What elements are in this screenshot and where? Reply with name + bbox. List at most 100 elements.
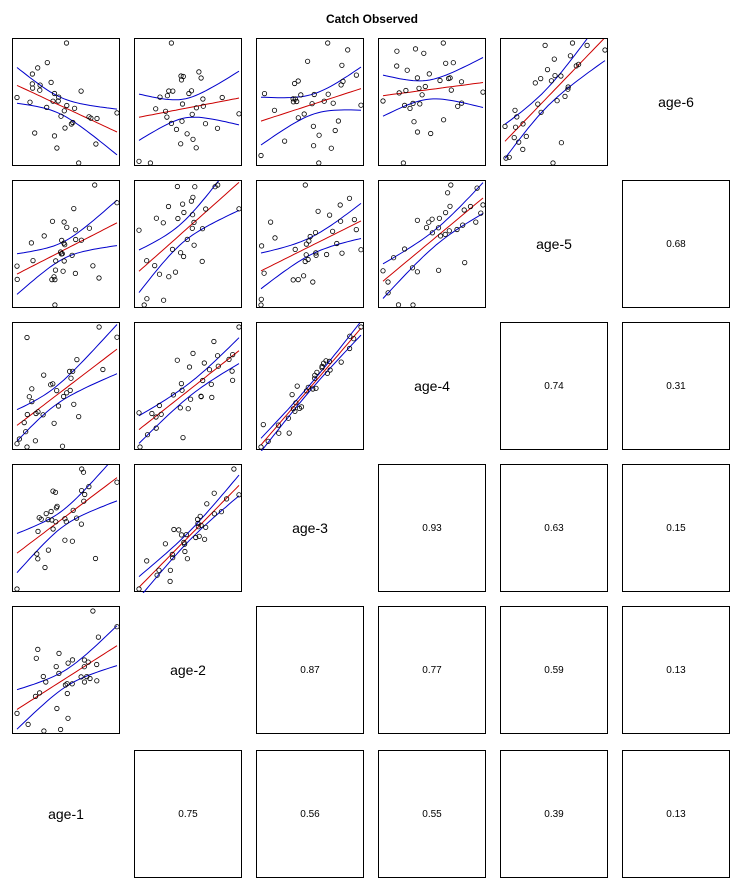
data-point	[268, 219, 274, 225]
data-point	[169, 551, 175, 558]
data-point	[78, 237, 85, 243]
data-point	[310, 279, 316, 285]
data-point	[226, 356, 232, 363]
data-point	[53, 505, 60, 511]
correlation-value: 0.77	[422, 664, 442, 676]
data-point	[181, 209, 187, 216]
correlation-cell-age-4-age-3: 0.93	[378, 464, 486, 592]
lower-confidence-band	[138, 363, 240, 444]
data-point	[295, 78, 301, 84]
data-point	[200, 103, 206, 109]
data-point	[416, 85, 422, 91]
data-point	[286, 430, 292, 436]
data-point	[261, 90, 268, 97]
data-point	[144, 258, 150, 264]
data-point	[200, 377, 206, 384]
data-point	[40, 412, 46, 418]
data-point	[36, 690, 43, 696]
scatter-panel-age-4-vs-age-2	[134, 322, 242, 450]
data-point	[294, 383, 300, 389]
data-point	[514, 114, 520, 120]
data-point	[55, 403, 62, 409]
lower-confidence-band	[260, 109, 362, 146]
data-point	[310, 143, 317, 149]
data-point	[396, 90, 402, 96]
scatter-panel-age-4-vs-age-3	[256, 322, 364, 451]
data-point	[35, 646, 41, 653]
data-point	[195, 524, 202, 530]
data-point	[445, 190, 451, 196]
data-point	[462, 260, 468, 266]
data-point	[63, 519, 69, 525]
data-point	[114, 334, 120, 340]
variable-label-age-4: age-4	[414, 378, 450, 394]
data-point	[304, 58, 311, 64]
data-point	[339, 250, 345, 256]
data-point	[72, 270, 79, 277]
scatter-panel-age-5-vs-age-4	[378, 180, 486, 308]
data-point	[224, 496, 230, 502]
data-point	[68, 121, 75, 127]
data-point	[532, 80, 538, 86]
regression-line	[16, 348, 118, 426]
data-point	[506, 154, 512, 160]
data-point	[409, 265, 416, 271]
data-point	[51, 420, 57, 426]
correlation-value: 0.59	[544, 664, 564, 676]
upper-confidence-band	[16, 324, 118, 411]
data-point	[21, 420, 27, 426]
lower-confidence-band	[16, 245, 118, 295]
data-point	[215, 353, 221, 359]
data-point	[40, 673, 46, 680]
chart-title: Catch Observed	[325, 12, 419, 26]
data-point	[310, 123, 317, 129]
data-point	[467, 203, 474, 210]
data-point	[72, 227, 79, 233]
data-point	[179, 201, 186, 207]
data-point	[175, 215, 181, 222]
data-point	[34, 551, 40, 557]
regression-line	[16, 645, 118, 710]
data-point	[443, 209, 449, 216]
scatter-panel-age-3-vs-age-1	[12, 464, 120, 592]
data-point	[32, 693, 39, 700]
regression-line	[138, 485, 240, 588]
data-point	[57, 726, 64, 733]
data-point	[305, 256, 311, 263]
data-point	[325, 40, 331, 46]
data-point	[171, 526, 177, 533]
data-point	[196, 69, 202, 75]
regression-line	[138, 182, 240, 272]
lower-confidence-band	[138, 116, 240, 141]
data-point	[347, 345, 353, 352]
data-point	[190, 136, 196, 142]
data-point	[516, 139, 522, 145]
data-point	[313, 385, 319, 391]
data-point	[51, 90, 58, 97]
data-point	[78, 88, 84, 94]
data-point	[473, 219, 479, 225]
data-point	[186, 364, 193, 370]
data-point	[236, 206, 242, 212]
data-point	[298, 92, 304, 98]
correlation-cell-age-6-age-1: 0.13	[622, 750, 730, 878]
scatter-panel-age-5-vs-age-2	[134, 180, 242, 308]
data-point	[197, 513, 203, 519]
scatter-plot	[258, 323, 364, 451]
data-point	[45, 516, 51, 523]
data-point	[458, 79, 465, 85]
data-point	[401, 102, 408, 109]
data-point	[385, 279, 391, 285]
data-point	[214, 125, 221, 131]
data-point	[285, 415, 291, 421]
lower-confidence-band	[142, 495, 240, 593]
data-point	[602, 47, 608, 53]
correlation-value: 0.63	[544, 522, 564, 534]
data-point	[558, 140, 565, 146]
data-point	[435, 225, 442, 231]
data-point	[82, 491, 88, 498]
data-point	[294, 98, 300, 105]
data-point	[64, 102, 70, 109]
data-point	[338, 359, 344, 365]
